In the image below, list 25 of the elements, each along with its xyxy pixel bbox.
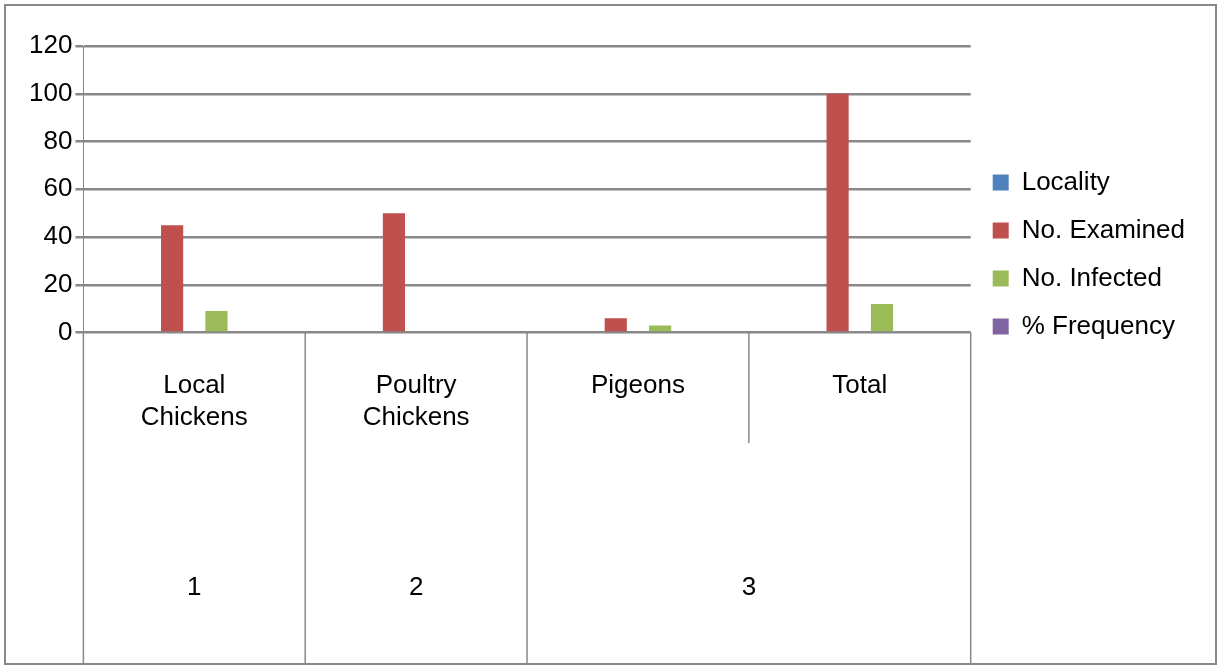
legend-label: No. Examined [1021,213,1186,244]
bar [604,318,627,332]
text: 1 [187,571,202,602]
bar [382,213,406,332]
bar [870,303,894,332]
x-tick-label: Pigeons [590,369,685,400]
text: 3 [741,571,757,602]
y-tick-label: 60 [43,172,73,203]
y-tick-label: 100 [28,76,73,107]
bar [161,225,184,332]
legend-label: No. Infected [1021,261,1162,292]
text: 2 [408,571,424,602]
x-tick-label: Local Chickens [140,369,248,431]
y-tick-label: 20 [43,268,73,299]
x-tick-label: Poultry Chickens [362,369,470,431]
legend-label: % Frequency [1021,309,1175,340]
y-tick-label: 80 [43,124,73,155]
bar [205,311,228,332]
y-tick-label: 120 [28,29,73,60]
bar [826,93,849,332]
legend-label: Locality [1021,165,1110,196]
y-tick-label: 40 [43,220,73,251]
y-tick-label: 0 [57,315,73,346]
x-tick-label: Total [832,369,888,400]
bar [649,325,672,332]
